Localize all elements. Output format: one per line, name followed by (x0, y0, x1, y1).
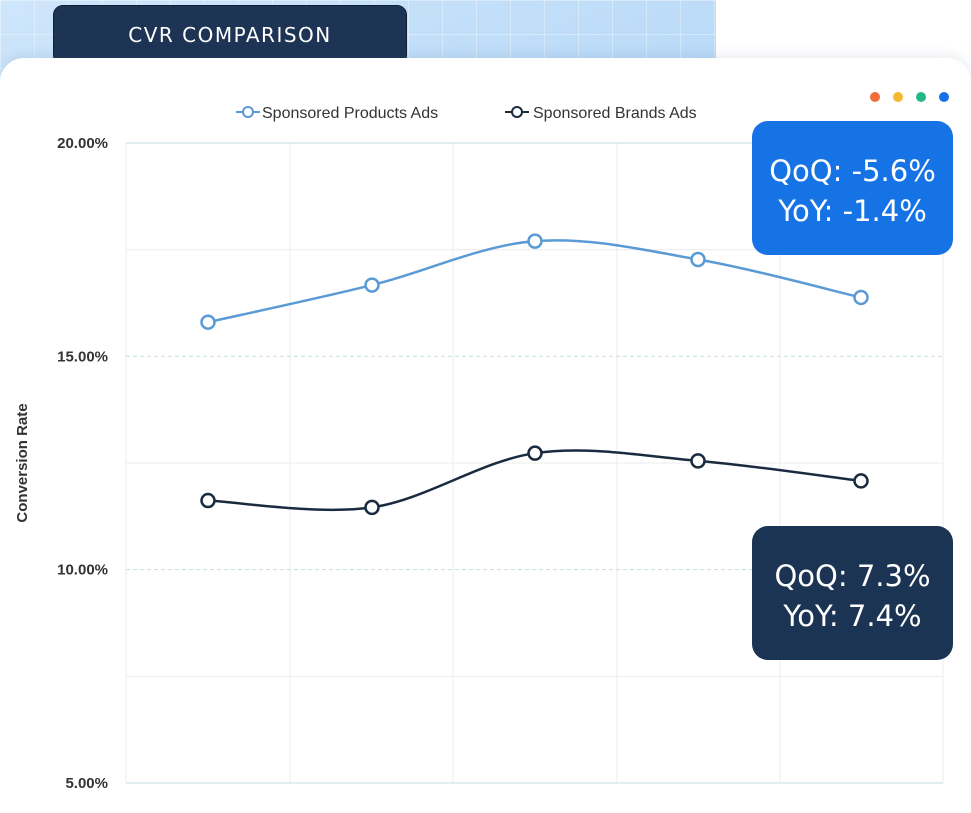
green-dot-icon (916, 92, 926, 102)
legend-marker-1 (511, 106, 523, 118)
products-change-callout: QoQ: -5.6% YoY: -1.4% (752, 121, 953, 255)
legend-label-1: Sponsored Brands Ads (533, 105, 697, 122)
chart-series (200, 233, 869, 516)
series-1-point-3 (690, 453, 706, 469)
chart-legend: Sponsored Products Ads Sponsored Brands A… (236, 105, 697, 122)
series-1-point-2 (527, 445, 543, 461)
legend-marker-0 (242, 106, 254, 118)
series-1-point-4 (853, 473, 869, 489)
chart-title: CVR COMPARISON (128, 23, 332, 47)
series-1-point-0 (200, 492, 216, 509)
yellow-dot-icon (893, 92, 903, 102)
y-tick-label-3: 20.00% (57, 135, 108, 152)
products-qoq: QoQ: -5.6% (769, 154, 936, 188)
y-tick-label-0: 5.00% (65, 775, 108, 792)
series-0-point-0 (200, 314, 216, 330)
brands-yoy: YoY: 7.4% (783, 599, 922, 633)
series-0-point-4 (853, 289, 869, 306)
brands-change-callout: QoQ: 7.3% YoY: 7.4% (752, 526, 953, 660)
blue-dot-icon (939, 92, 949, 102)
series-1-point-1 (364, 499, 380, 516)
window-dots (870, 92, 949, 102)
brands-qoq: QoQ: 7.3% (774, 559, 931, 593)
series-0-point-1 (364, 277, 380, 293)
orange-dot-icon (870, 92, 880, 102)
y-axis-ticks: 5.00% 10.00% 15.00% 20.00% (57, 135, 108, 792)
products-yoy: YoY: -1.4% (778, 194, 927, 228)
y-axis-label: Conversion Rate (14, 403, 31, 522)
chart-title-tab: CVR COMPARISON (53, 5, 407, 65)
series-0-point-3 (690, 251, 706, 268)
series-0-point-2 (527, 233, 543, 249)
y-tick-label-1: 10.00% (57, 562, 108, 579)
legend-label-0: Sponsored Products Ads (262, 105, 438, 122)
y-tick-label-2: 15.00% (57, 348, 108, 365)
